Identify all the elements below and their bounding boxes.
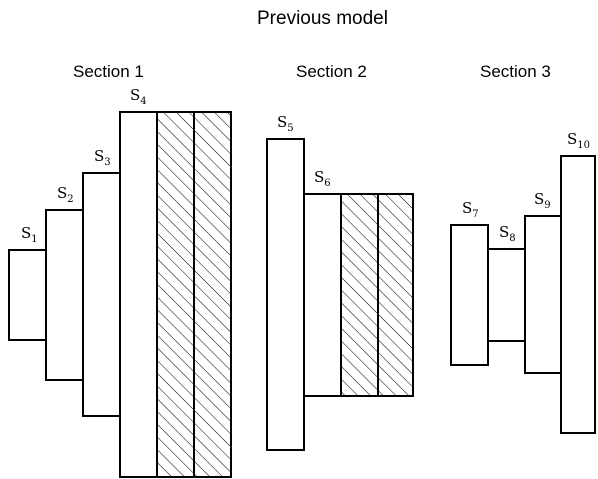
stage-s3-block (82, 172, 121, 417)
stage-s8-block (487, 248, 526, 342)
diagram-title: Previous model (257, 8, 388, 29)
section-3-label: Section 3 (480, 62, 551, 81)
section-1-label: Section 1 (73, 62, 144, 81)
stage-s6-hatched-block-1 (340, 193, 379, 397)
stage-s4-label: S4 (130, 86, 147, 107)
stage-s5-block (266, 138, 305, 451)
stage-s1-label: S1 (21, 224, 38, 245)
stage-s10-block (560, 155, 596, 434)
stage-s6-hatched-block-2 (377, 193, 414, 397)
stage-s2-block (45, 209, 84, 381)
stage-s4-hatched-block-1 (156, 111, 195, 478)
stage-s4-hatched-block-2 (193, 111, 232, 478)
stage-s9-block (524, 215, 562, 374)
stage-s4-block (119, 111, 158, 478)
stage-s8-label: S8 (499, 223, 516, 244)
stage-s10-label: S10 (567, 130, 591, 151)
stage-s7-label: S7 (462, 199, 479, 220)
section-2-label: Section 2 (296, 62, 367, 81)
stage-s3-label: S3 (94, 147, 111, 168)
stage-s6-label: S6 (314, 168, 331, 189)
stage-s6-block (303, 193, 342, 397)
stage-s2-label: S2 (57, 184, 74, 205)
stage-s9-label: S9 (534, 190, 551, 211)
stage-s5-label: S5 (277, 113, 294, 134)
stage-s1-block (8, 249, 47, 341)
stage-s7-block (450, 224, 489, 366)
